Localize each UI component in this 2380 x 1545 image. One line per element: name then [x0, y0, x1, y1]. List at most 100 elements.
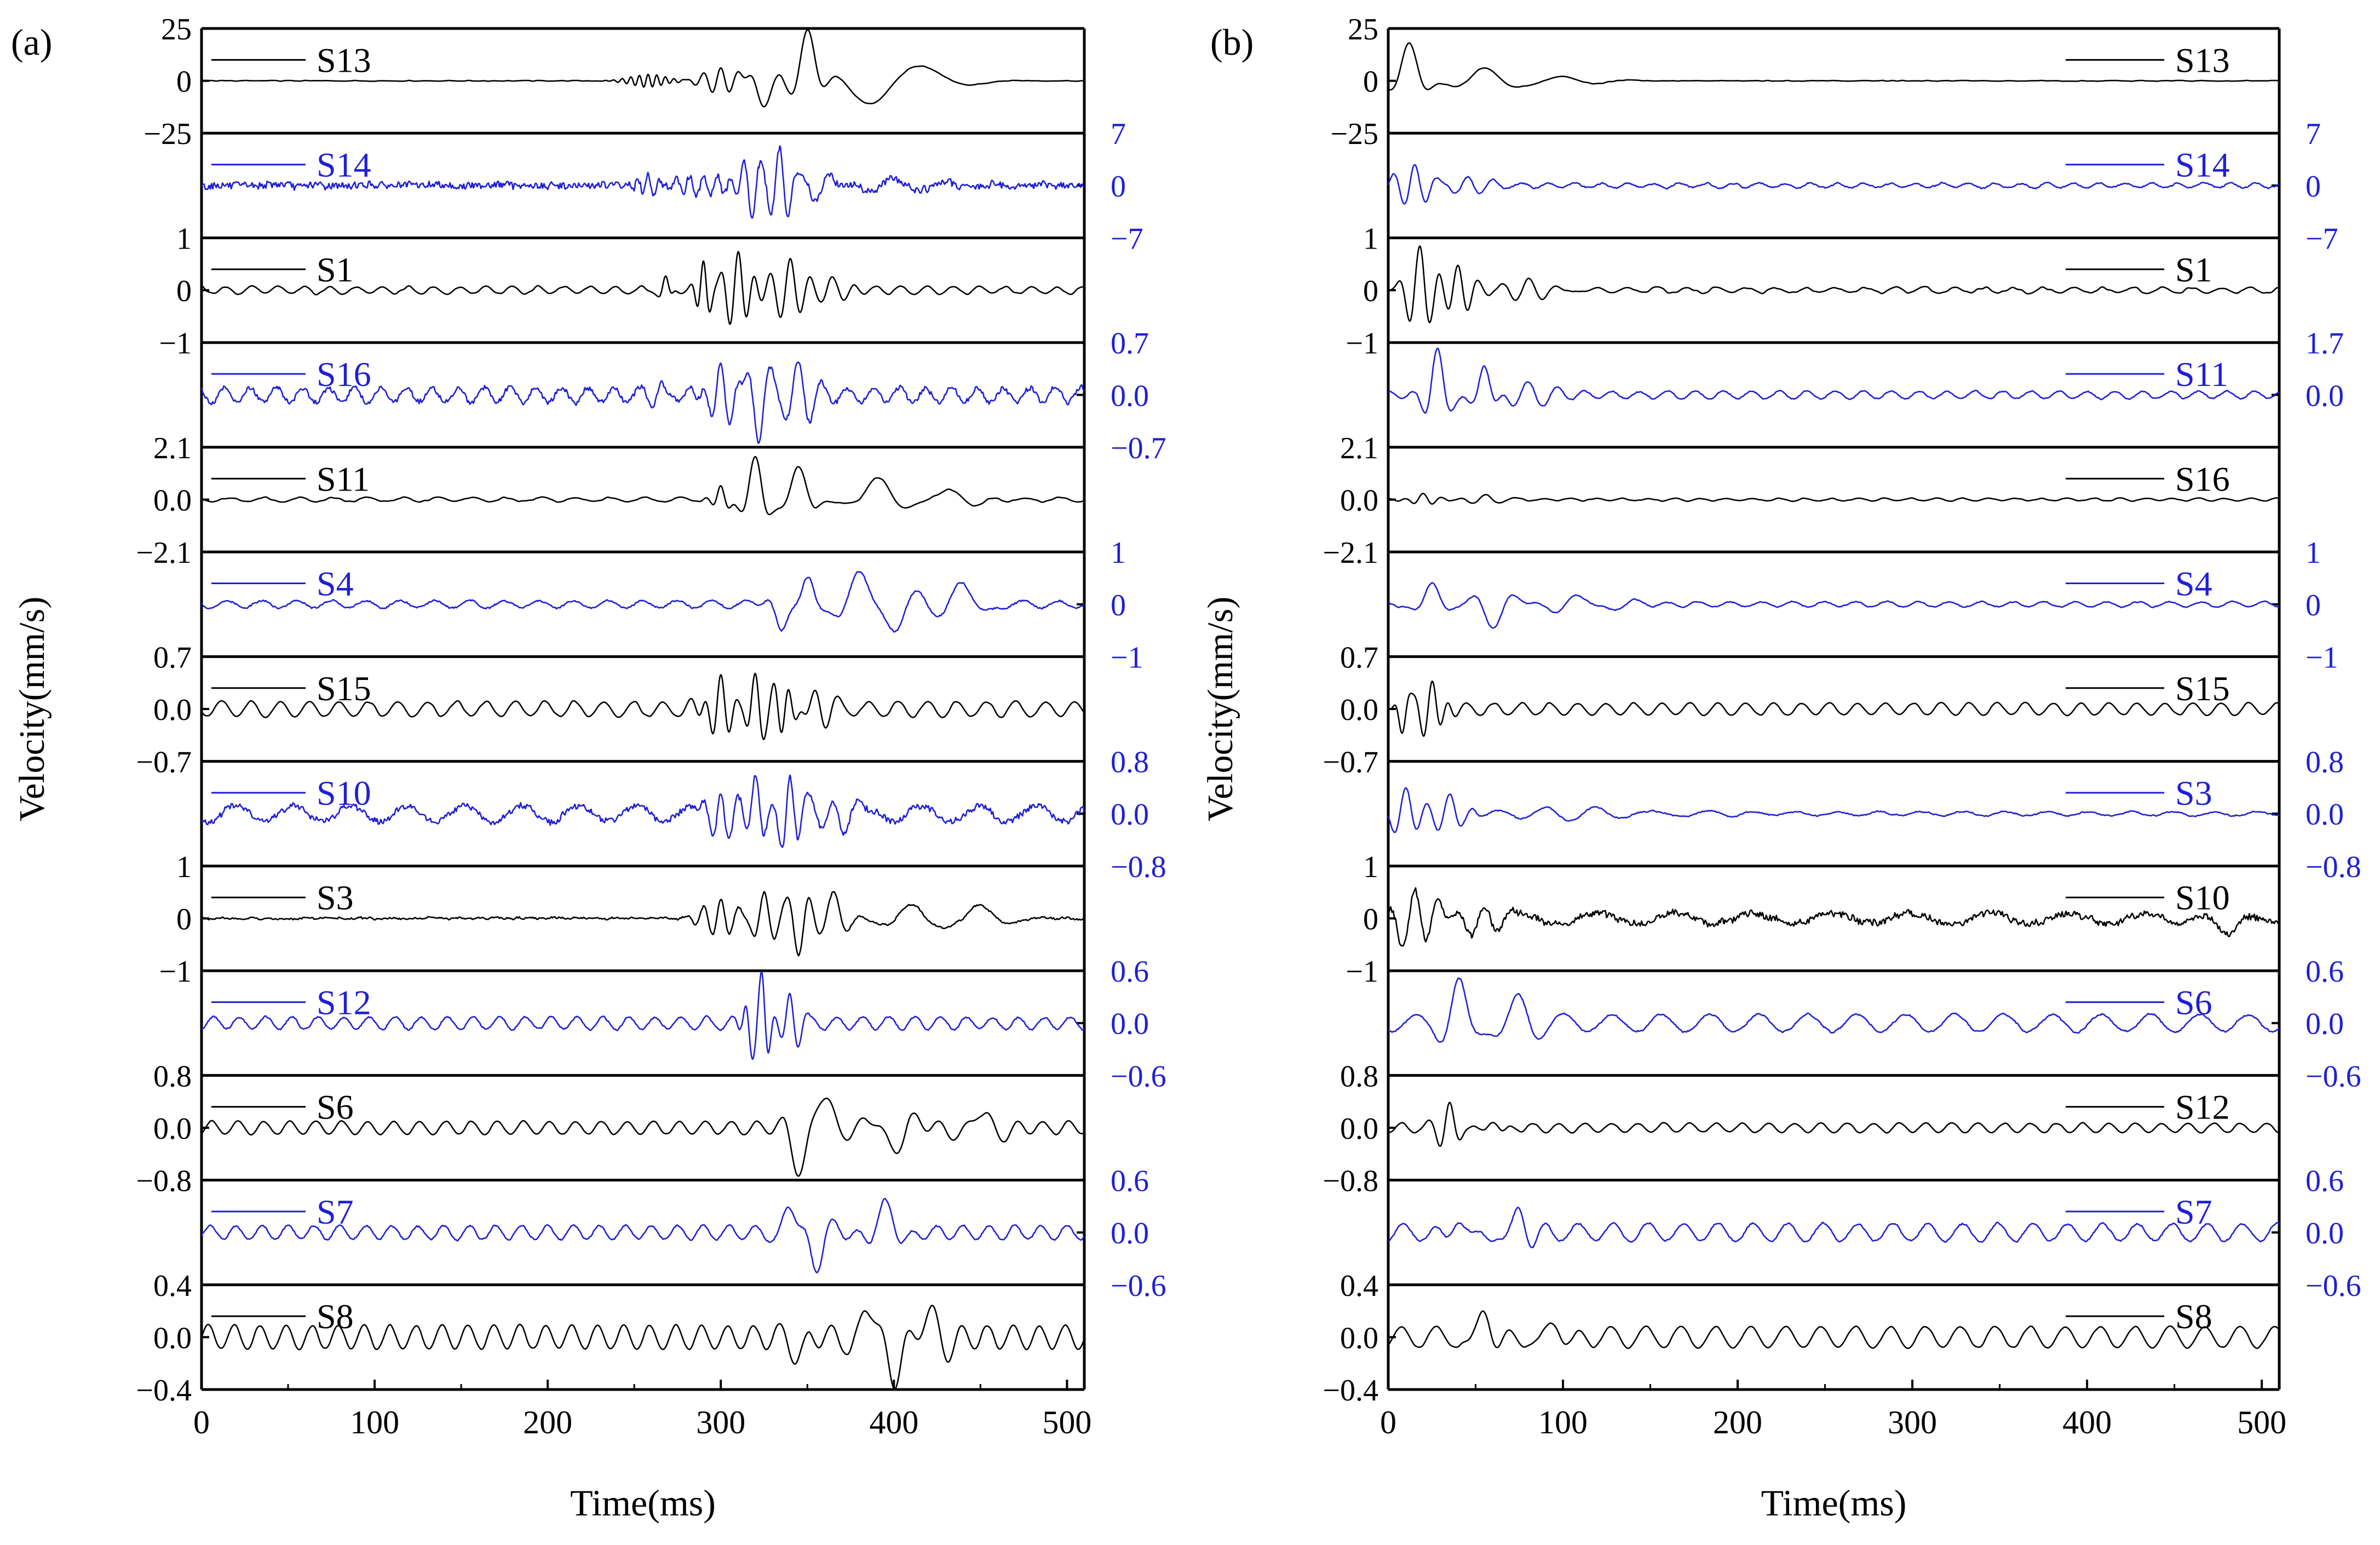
y-tick-label: −0.4 [1323, 1374, 1378, 1408]
trace-s1 [1388, 245, 2280, 324]
legend-label: S8 [317, 1297, 354, 1336]
y-tick-label: 0.7 [1111, 327, 1149, 361]
panel-a: (a)Velocity(mm/s)250−25S1370−7S1410−1S10… [11, 13, 1166, 1524]
y-tick-label: 1 [1363, 222, 1378, 256]
legend-label: S15 [2175, 669, 2230, 708]
y-tick-label: 0 [1111, 170, 1126, 204]
legend-label: S12 [317, 983, 371, 1022]
y-tick-label: −1 [2306, 641, 2338, 675]
y-tick-label: −1 [1111, 641, 1143, 675]
y-tick-label: 0.0 [153, 484, 192, 518]
y-tick-label: −0.6 [2306, 1059, 2361, 1093]
trace-s15 [200, 672, 1085, 740]
legend-label: S14 [2175, 146, 2230, 185]
trace-s14 [1387, 164, 2280, 205]
x-axis-title: Time(ms) [570, 1482, 716, 1524]
y-tick-label: 1.7 [2306, 327, 2344, 361]
series-s16: 0.7 0.0 −0.7 S16 [200, 327, 1166, 465]
y-tick-label: 7 [2306, 117, 2321, 151]
y-tick-label: 7 [1111, 117, 1126, 151]
trace-s12 [201, 970, 1085, 1060]
x-tick-label: 200 [1713, 1404, 1762, 1440]
trace-s13 [201, 29, 1085, 108]
series-s15: 0.7 0.0 −0.7 S15 [136, 641, 1086, 780]
y-tick-label: 0.6 [2306, 1164, 2344, 1198]
y-tick-label: 1 [2306, 536, 2321, 570]
legend-label: S3 [2175, 774, 2212, 812]
series-s1: 1 0 −1 S1 [159, 222, 1086, 361]
y-tick-label: 0.0 [1340, 693, 1378, 727]
legend-label: S15 [317, 669, 371, 708]
series-s7: 0.6 0.0 −0.6 S7 [1387, 1164, 2361, 1303]
y-tick-label: 2.1 [1340, 431, 1378, 465]
trace-s15 [1388, 681, 2280, 737]
x-tick-label: 500 [1042, 1404, 1091, 1440]
trace-s11 [201, 456, 1085, 515]
y-tick-label: 0.8 [2306, 746, 2344, 780]
y-tick-label: −1 [159, 327, 192, 361]
x-axis-title: Time(ms) [1761, 1482, 1907, 1524]
series-s10: 1 0 −1 S10 [1346, 850, 2281, 989]
y-tick-label: −0.6 [2306, 1269, 2361, 1303]
series-s14: 7 0 −7 S14 [200, 117, 1143, 256]
panels-group: (a)Velocity(mm/s)250−25S1370−7S1410−1S10… [11, 13, 2361, 1524]
y-tick-label: 0.0 [153, 1321, 192, 1355]
y-tick-label: −1 [1346, 327, 1378, 361]
y-tick-label: 1 [1363, 850, 1378, 884]
series-s11: 2.1 0.0 −2.1 S11 [136, 431, 1086, 570]
trace-s4 [200, 570, 1085, 633]
y-tick-label: 0.8 [1340, 1059, 1378, 1093]
y-tick-label: −2.1 [136, 536, 192, 570]
y-tick-label: 0.8 [153, 1059, 192, 1093]
y-tick-label: 0.0 [1111, 379, 1149, 413]
y-tick-label: 0.0 [2306, 1007, 2344, 1041]
y-tick-label: 2.1 [153, 431, 192, 465]
trace-s11 [1388, 348, 2280, 414]
trace-s1 [201, 251, 1085, 325]
y-tick-label: −0.8 [1111, 850, 1166, 884]
y-tick-label: 0.6 [1111, 1164, 1149, 1198]
legend-label: S8 [2175, 1297, 2212, 1336]
trace-s10 [201, 774, 1085, 848]
legend-label: S1 [2175, 250, 2212, 289]
y-tick-label: 1 [1111, 536, 1126, 570]
panel-b: (b)Velocity(mm/s)250−25S1370−7S1410−1S11… [1200, 13, 2361, 1524]
y-tick-label: 0.8 [1111, 746, 1149, 780]
series-s7: 0.6 0.0 −0.6 S7 [200, 1164, 1166, 1303]
x-tick-label: 0 [193, 1404, 210, 1440]
trace-s10 [1387, 887, 2280, 947]
legend-label: S16 [2175, 459, 2230, 498]
trace-s16 [1388, 493, 2280, 505]
trace-s7 [1388, 1207, 2280, 1249]
y-tick-label: 0.6 [2306, 955, 2344, 989]
panel-label: (a) [11, 21, 52, 63]
x-tick-label: 100 [1538, 1404, 1588, 1440]
y-tick-label: 1 [176, 222, 192, 256]
series-s3: 1 0 −1 S3 [159, 850, 1086, 989]
trace-s6 [201, 1097, 1085, 1177]
series-s1: 1 0 −1 S1 [1346, 222, 2281, 361]
y-tick-label: 0 [176, 65, 192, 99]
series-s8: 0.4 0.0 −0.4 S8 [136, 1269, 1086, 1408]
y-axis-title: Velocity(mm/s) [1200, 597, 1240, 822]
y-tick-label: −0.4 [136, 1374, 192, 1408]
trace-s13 [1388, 42, 2280, 91]
y-tick-label: −25 [143, 117, 192, 151]
y-tick-label: 0 [1363, 274, 1378, 308]
series-s10: 0.8 0.0 −0.8 S10 [200, 746, 1166, 884]
y-tick-label: −7 [2306, 222, 2338, 256]
y-tick-label: −0.8 [2306, 850, 2361, 884]
legend-label: S3 [317, 878, 354, 917]
series-s4: 1 0 −1 S4 [200, 536, 1143, 675]
y-tick-label: 0 [176, 274, 192, 308]
trace-s7 [200, 1198, 1085, 1273]
y-tick-label: 0.4 [1340, 1269, 1378, 1303]
x-tick-label: 400 [869, 1404, 918, 1440]
series-s8: 0.4 0.0 −0.4 S8 [1323, 1269, 2281, 1408]
y-tick-label: 0.7 [1340, 641, 1378, 675]
series-s12: 0.8 0.0 −0.8 S12 [1323, 1059, 2281, 1198]
y-tick-label: 0.0 [1111, 1217, 1149, 1250]
trace-s8 [200, 1305, 1085, 1390]
y-tick-label: 0.0 [2306, 379, 2344, 413]
y-tick-label: 0.0 [153, 1112, 192, 1146]
